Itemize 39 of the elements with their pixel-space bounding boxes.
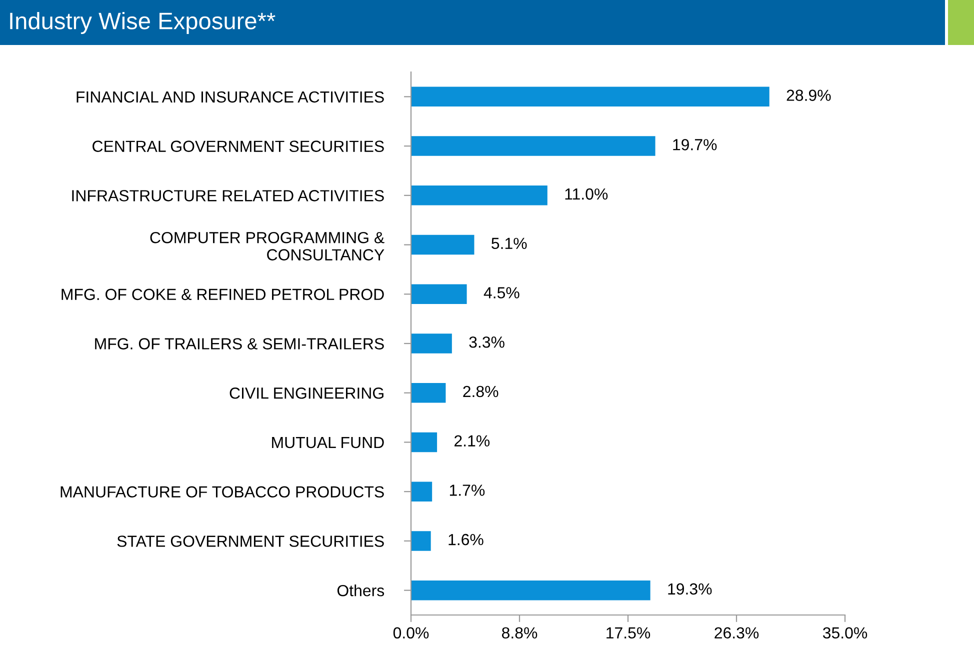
y-tick-label: MANUFACTURE OF TOBACCO PRODUCTS — [60, 486, 384, 498]
data-label: 19.3% — [668, 583, 712, 595]
x-tick-label: 35.0% — [822, 627, 868, 639]
data-label: 2.1% — [454, 435, 490, 446]
bar — [411, 284, 467, 304]
text: Industry Wise Exposure** — [10, 12, 276, 34]
y-tick-label: Others — [337, 584, 384, 596]
y-tick-label: MFG. OF TRAILERS & SEMI-TRAILERS — [95, 338, 384, 350]
bar — [411, 186, 548, 206]
bar — [411, 234, 474, 255]
x-tick-label: 0.0% — [393, 627, 429, 639]
x-tick-label: 8.8% — [502, 627, 538, 639]
y-tick-label: CIVIL ENGINEERING — [230, 388, 384, 399]
bar — [411, 382, 446, 403]
y-tick-label: COMPUTER PROGRAMMING & CONSULTANCY — [150, 232, 384, 260]
bar — [411, 432, 438, 452]
y-tick-label: FINANCIAL AND INSURANCE ACTIVITIES — [76, 91, 384, 103]
data-label: 1.7% — [450, 484, 485, 496]
data-label: 1.6% — [448, 534, 484, 546]
bar — [411, 136, 656, 156]
x-tick-label: 17.5% — [606, 627, 650, 639]
x-tick-label: 26.3% — [714, 627, 759, 639]
y-tick-label: MFG. OF COKE & REFINED PETROL PROD — [62, 288, 384, 300]
y-tick-label: STATE GOVERNMENT SECURITIES — [117, 536, 384, 547]
data-label: 2.8% — [463, 386, 498, 398]
data-label: 3.3% — [469, 336, 504, 348]
data-label: 19.7% — [673, 139, 717, 150]
y-tick-label: MUTUAL FUND — [272, 437, 384, 448]
data-label: 4.5% — [484, 287, 520, 298]
data-label: 11.0% — [565, 188, 608, 200]
bar — [411, 482, 432, 502]
data-label: 28.9% — [786, 90, 831, 101]
bar — [411, 531, 431, 551]
bar — [411, 334, 452, 354]
data-label: 5.1% — [492, 238, 527, 250]
bar — [411, 580, 650, 600]
y-tick-label: CENTRAL GOVERNMENT SECURITIES — [92, 140, 384, 152]
bar — [411, 86, 770, 107]
y-tick-label: INFRASTRUCTURE RELATED ACTIVITIES — [72, 190, 384, 202]
